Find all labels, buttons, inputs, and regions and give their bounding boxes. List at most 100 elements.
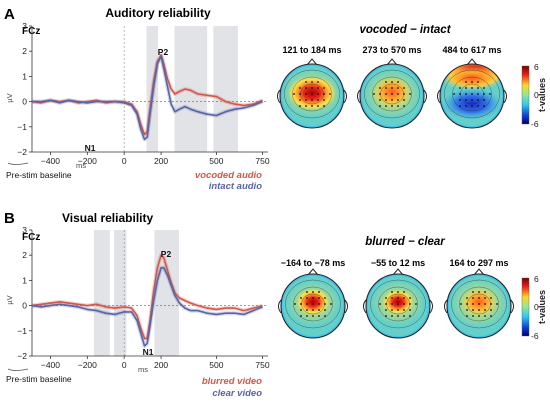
topo-b-2-electrode-dot [403, 291, 405, 293]
topo-b-3-electrode-dot [490, 315, 492, 317]
topo-a-1-electrode-dot [299, 99, 301, 101]
topo-b-1-ear-left [278, 299, 282, 314]
topo-a-1-electrode-dot [311, 93, 313, 95]
panel-letter-b: B [4, 210, 15, 227]
colorbar-a [521, 65, 530, 125]
chart-b-series-line-1 [31, 254, 263, 340]
topo-b-2-electrode-dot [391, 309, 393, 311]
topo-b-3-electrode-dot [466, 303, 468, 305]
topo-b-1-contour-3 [285, 279, 341, 329]
topo-b-1-electrode-dot [294, 303, 296, 305]
topo-b-2-nose [392, 268, 404, 276]
topo-b-3-electrode-dot [478, 309, 480, 311]
topo-a-1-electrode-dot [311, 87, 313, 89]
topo-a-2-electrode-dot [397, 99, 399, 101]
topo-b-3-blob-2 [461, 288, 497, 316]
topo-b-3-ear-left [444, 299, 448, 314]
panel-a-window-2: 273 to 570 ms [362, 45, 421, 55]
topo-b-3-electrode-dot [472, 309, 474, 311]
topo-a-1 [277, 58, 347, 129]
colorbar-b-label: t-values [537, 290, 547, 324]
panel-b-legend-clear: clear video [212, 388, 262, 399]
topo-b-2-electrode-dot [391, 291, 393, 293]
topo-a-1-ear-left [277, 89, 281, 104]
topo-b-1-ear-right [344, 299, 348, 314]
topo-b-3-electrode-dot [490, 297, 492, 299]
topo-a-2-electrode-dot [397, 87, 399, 89]
panel-a-window-3: 484 to 617 ms [442, 45, 501, 55]
topo-a-2-electrode-dot [379, 93, 381, 95]
topo-a-3-map [440, 64, 504, 128]
topo-a-1-outline [279, 63, 345, 129]
topo-b-1-electrode-dot [312, 315, 314, 317]
topo-a-1-electrode-dot [323, 87, 325, 89]
chart-a-xtick-label: 500 [209, 156, 223, 166]
chart-a-ytick-label: 0 [22, 97, 27, 107]
topo-b-3-nose [473, 268, 485, 276]
topo-b-3-contour-3 [451, 279, 507, 329]
topo-a-3-contour-3 [444, 69, 500, 119]
topo-a-1-electrode-dot [305, 81, 307, 83]
topo-a-1-ear-right [343, 89, 347, 104]
topo-a-3-electrode-dot [465, 105, 467, 107]
topo-a-1-electrode-dot [317, 105, 319, 107]
topomaps-auditory [277, 58, 507, 129]
topo-b-2-map [366, 274, 430, 338]
erp-chart-visual: −2 −1 0 1 2 3 −400 −200 0 200 500 750 [17, 225, 270, 370]
topo-a-2-electrode-dot [379, 105, 381, 107]
topo-a-2-electrode-dot [403, 93, 405, 95]
topo-a-1-electrode-dot [317, 81, 319, 83]
topo-a-2-electrode-dot [385, 87, 387, 89]
chart-a-xtick-label: 750 [255, 156, 269, 166]
topo-a-2-electrode-dot [403, 99, 405, 101]
topo-b-2-contour-2 [378, 286, 418, 322]
topomaps-visual [278, 268, 514, 339]
topo-a-3-nose [466, 58, 478, 66]
topo-a-2-outline [359, 63, 425, 129]
topo-b-2-electrode-dot [397, 309, 399, 311]
topo-a-3-electrode-dot [465, 99, 467, 101]
topo-b-2-electrode-dot [391, 315, 393, 317]
topo-b-2-electrode-dot [397, 303, 399, 305]
topo-a-2-nose [386, 58, 398, 66]
topo-a-3-electrode-dot [477, 81, 479, 83]
chart-b-xtick-label: −200 [78, 360, 97, 370]
topo-b-1-outline [280, 273, 346, 339]
topo-b-3-electrode-dot [478, 297, 480, 299]
topo-b-1-electrode-dot [306, 315, 308, 317]
panel-a-contrast-title: vocoded − intact [359, 24, 451, 36]
topo-a-2-ear-right [423, 89, 427, 104]
chart-a-xtick-label: 0 [122, 156, 127, 166]
colorbar-b-tick-zero: 0 [534, 302, 539, 312]
topo-b-3-electrode-dot [484, 291, 486, 293]
topo-b-1-contour-2 [293, 286, 333, 322]
panel-a-window-1: 121 to 184 ms [282, 45, 341, 55]
panel-a-electrode: FCz [22, 26, 40, 37]
panel-b-baseline-label: Pre-stim baseline [6, 374, 72, 384]
topo-a-3-blob-2 [440, 66, 504, 90]
topo-a-2-electrode-dot [391, 87, 393, 89]
topo-b-1 [278, 268, 348, 339]
topo-a-3-outline [439, 63, 505, 129]
topo-b-3-electrode-dot [478, 315, 480, 317]
topo-b-2-electrode-dot [385, 315, 387, 317]
chart-b-series-line-2 [31, 267, 263, 347]
topo-a-3-electrode-dot [477, 93, 479, 95]
topo-b-2-contour-3 [370, 279, 426, 329]
topo-a-1-electrode-dot [317, 93, 319, 95]
topo-a-2-electrode-dot [409, 93, 411, 95]
panel-b-window-2: −55 to 12 ms [371, 258, 425, 268]
topo-a-1-electrode-dot [311, 99, 313, 101]
topo-a-1-electrode-dot [299, 105, 301, 107]
topo-a-1-electrode-dot [293, 93, 295, 95]
topo-a-2-electrode-dot [379, 99, 381, 101]
colorbar-a-tick-zero: 0 [534, 90, 539, 100]
topo-a-3-electrode-dot [465, 81, 467, 83]
topo-a-3-ear-left [437, 89, 441, 104]
chart-b-ytick-label: 3 [22, 225, 27, 235]
panel-b-window-3: 164 to 297 ms [449, 258, 508, 268]
chart-b-series-band-1 [31, 253, 264, 341]
topo-b-2-electrode-dot [403, 309, 405, 311]
topo-a-3-electrode-dot [471, 93, 473, 95]
